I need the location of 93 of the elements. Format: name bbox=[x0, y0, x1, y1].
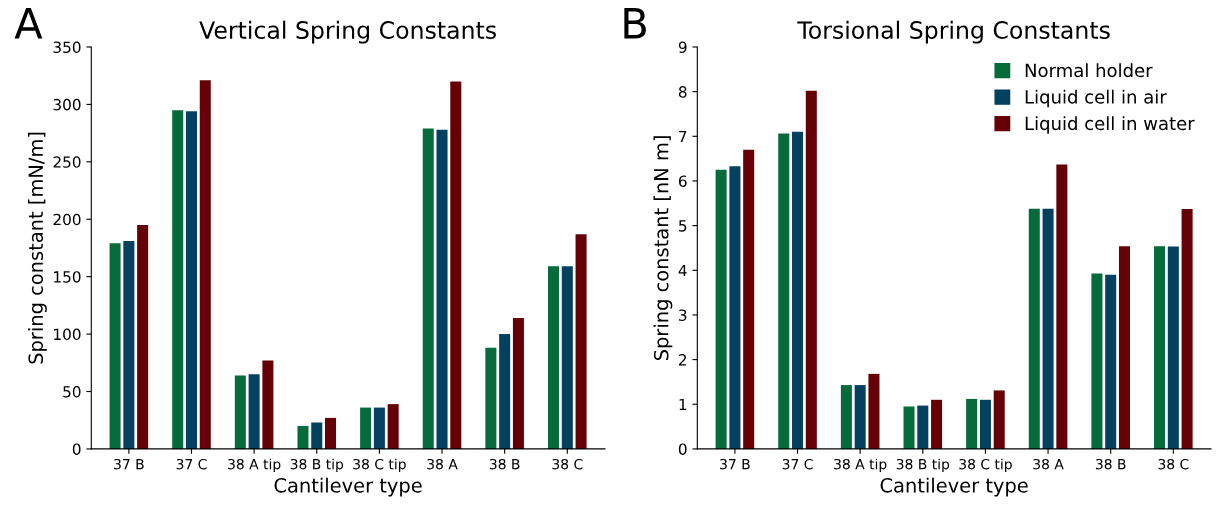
x-tick-label: 38 A tip bbox=[228, 458, 281, 473]
x-tick-label: 38 A tip bbox=[834, 458, 887, 473]
bar bbox=[548, 266, 560, 449]
bar bbox=[248, 374, 260, 449]
legend-label: Liquid cell in air bbox=[1025, 89, 1167, 108]
x-axis-title: Cantilever type bbox=[880, 477, 1028, 497]
bar bbox=[840, 385, 852, 449]
x-tick-label: 37 C bbox=[782, 458, 813, 470]
bar bbox=[1091, 273, 1103, 449]
bar bbox=[199, 80, 211, 449]
y-tick-label: 7 bbox=[679, 130, 687, 143]
bar bbox=[1056, 164, 1068, 449]
legend-label: Normal holder bbox=[1025, 63, 1153, 78]
bar bbox=[1181, 209, 1193, 449]
bar bbox=[792, 131, 804, 449]
x-tick-label: 38 C bbox=[552, 458, 583, 470]
bar bbox=[917, 405, 929, 449]
x-axis-title: Cantilever type bbox=[274, 477, 422, 497]
bar bbox=[172, 110, 184, 449]
x-tick-label: 38 C tip bbox=[959, 458, 1012, 473]
chart-title: Torsional Spring Constants bbox=[797, 20, 1110, 44]
x-tick-label: 37 B bbox=[114, 458, 144, 470]
y-tick-label: 6 bbox=[678, 175, 687, 187]
bar bbox=[109, 243, 121, 449]
x-tick-label: 38 C tip bbox=[353, 458, 406, 473]
bar bbox=[1118, 246, 1130, 449]
chart-title: Vertical Spring Constants bbox=[199, 20, 496, 44]
y-tick-label: 5 bbox=[679, 220, 687, 232]
y-tick-label: 3 bbox=[679, 309, 687, 321]
bar bbox=[979, 399, 991, 449]
bar bbox=[422, 128, 434, 449]
text: A bbox=[14, 8, 43, 39]
bar bbox=[436, 129, 448, 449]
y-tick-label: 8 bbox=[678, 86, 687, 98]
bar bbox=[185, 111, 197, 449]
x-tick-label: 37 C bbox=[176, 458, 207, 470]
bar bbox=[499, 334, 511, 449]
bar bbox=[512, 318, 524, 449]
y-tick-label: 9 bbox=[678, 41, 687, 53]
bar bbox=[387, 404, 399, 449]
bar bbox=[137, 224, 149, 449]
x-tick-label: 38 B tip bbox=[896, 458, 950, 473]
bar bbox=[778, 133, 790, 449]
y-tick-label: 300 bbox=[53, 98, 81, 111]
y-tick-label: 100 bbox=[54, 328, 81, 341]
bar bbox=[1167, 246, 1179, 449]
bar bbox=[903, 406, 915, 449]
y-tick-label: 1 bbox=[679, 398, 687, 411]
bar bbox=[575, 234, 587, 449]
text: B bbox=[624, 8, 646, 39]
bar bbox=[729, 166, 741, 449]
y-tick-label: 250 bbox=[53, 156, 81, 168]
x-tick-label: 38 B tip bbox=[290, 458, 344, 473]
bar bbox=[123, 241, 135, 449]
bar bbox=[373, 407, 385, 449]
y-tick-label: 0 bbox=[678, 443, 687, 455]
bar bbox=[325, 417, 337, 449]
bar bbox=[485, 347, 497, 449]
y-tick-label: 2 bbox=[679, 354, 687, 366]
bar bbox=[931, 399, 943, 449]
y-tick-label: 4 bbox=[678, 264, 687, 277]
bar bbox=[743, 149, 755, 449]
x-tick-label: 37 B bbox=[720, 458, 750, 470]
bar bbox=[1028, 208, 1040, 449]
bar bbox=[297, 425, 309, 449]
bar bbox=[262, 360, 274, 449]
y-axis-title: Spring constant [mN/m] bbox=[28, 132, 47, 364]
bar bbox=[311, 422, 323, 449]
legend-label: Liquid cell in water bbox=[1025, 116, 1195, 134]
y-tick-label: 0 bbox=[72, 443, 81, 455]
bar bbox=[868, 373, 880, 449]
y-tick-label: 200 bbox=[53, 213, 81, 226]
bar bbox=[360, 407, 372, 449]
y-tick-label: 350 bbox=[53, 41, 81, 53]
bar bbox=[561, 266, 573, 449]
bar bbox=[1154, 246, 1166, 449]
x-tick-label: 38 B bbox=[1095, 458, 1126, 470]
x-tick-label: 38 A bbox=[1033, 458, 1064, 470]
bar bbox=[234, 375, 246, 449]
bar bbox=[450, 81, 462, 449]
y-tick-label: 50 bbox=[63, 385, 81, 398]
bar bbox=[805, 90, 817, 449]
x-tick-label: 38 B bbox=[489, 458, 520, 470]
bar bbox=[715, 169, 727, 449]
bar bbox=[993, 390, 1005, 449]
y-tick-label: 150 bbox=[54, 271, 81, 283]
bar bbox=[966, 398, 978, 449]
bar bbox=[854, 385, 866, 449]
x-tick-label: 38 A bbox=[427, 458, 458, 470]
y-axis-title: Spring constant [nN m] bbox=[653, 136, 673, 361]
bar bbox=[1105, 274, 1117, 449]
bar bbox=[1042, 208, 1054, 449]
x-tick-label: 38 C bbox=[1158, 458, 1189, 470]
